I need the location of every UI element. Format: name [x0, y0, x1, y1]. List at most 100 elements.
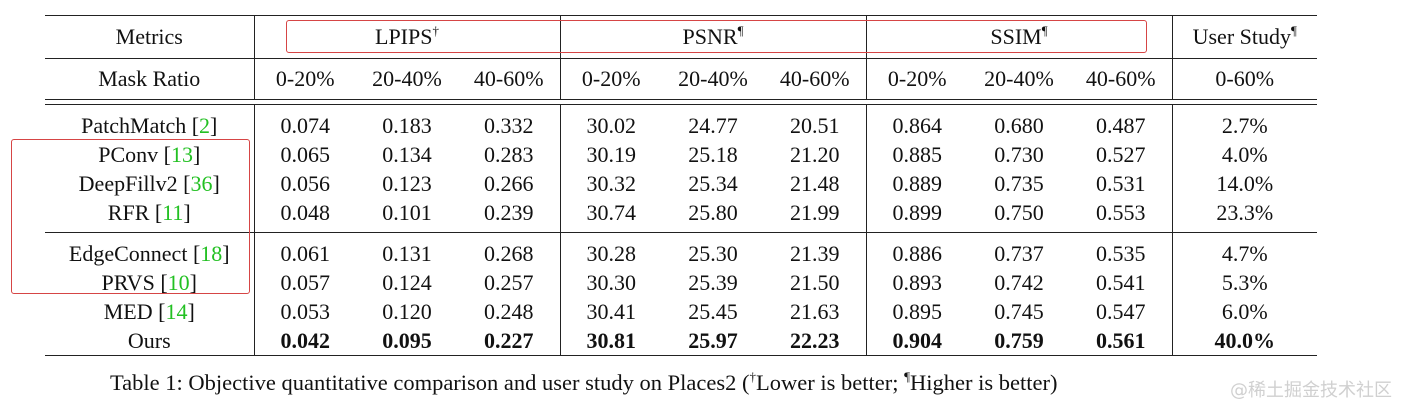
table-row: PRVS [10] 0.057 0.124 0.257 30.30 25.39 …: [45, 268, 1317, 297]
method-name: DeepFillv2 [36]: [45, 169, 255, 198]
value-cell: 0.759: [968, 326, 1070, 356]
citation-link[interactable]: 13: [170, 141, 193, 167]
value-cell: 6.0%: [1221, 298, 1268, 324]
header-row-mask-ratio: Mask Ratio 0-20% 20-40% 40-60% 0-20% 20-…: [45, 58, 1317, 100]
value-cell: 30.32: [586, 170, 637, 196]
value-cell: 25.97: [662, 326, 764, 356]
user-study-header: User Study¶: [1192, 23, 1297, 49]
method-name: EdgeConnect [18]: [45, 239, 255, 268]
value-cell: 0.535: [1070, 239, 1173, 268]
results-table: Metrics LPIPS† PSNR¶ SSIM¶ User Study¶ M…: [45, 15, 1317, 356]
ratio-cell: 20-40%: [984, 66, 1054, 91]
method-name: PConv [13]: [45, 140, 255, 169]
value-cell: 0.531: [1070, 169, 1173, 198]
metrics-header: Metrics: [45, 15, 255, 59]
table-row-ours: Ours 0.042 0.095 0.227 30.81 25.97 22.23…: [45, 326, 1317, 356]
value-cell: 0.131: [382, 240, 432, 266]
value-cell: 25.34: [688, 170, 738, 196]
table-row: PConv [13] 0.065 0.134 0.283 30.19 25.18…: [45, 140, 1317, 169]
value-cell: 0.248: [458, 297, 561, 326]
citation-link[interactable]: 11: [162, 199, 184, 225]
value-cell: 20.51: [764, 111, 867, 140]
value-cell: 0.257: [458, 268, 561, 297]
value-cell: 24.77: [688, 112, 738, 138]
value-cell: 4.0%: [1221, 141, 1268, 167]
citation-link[interactable]: 10: [167, 269, 190, 295]
citation-link[interactable]: 14: [165, 298, 188, 324]
value-cell: 25.18: [688, 141, 738, 167]
value-cell: 21.39: [764, 239, 867, 268]
value-cell: 0.745: [994, 298, 1044, 324]
table-row: PatchMatch [2] 0.074 0.183 0.332 30.02 2…: [45, 111, 1317, 140]
value-cell: 0.889: [892, 170, 943, 196]
value-cell: 0.735: [994, 170, 1044, 196]
value-cell: 25.45: [688, 298, 738, 324]
ratio-cell: 20-40%: [372, 66, 442, 91]
value-cell: 21.63: [764, 297, 867, 326]
lpips-header: LPIPS†: [254, 15, 561, 59]
method-name: RFR [11]: [45, 198, 255, 227]
value-cell: 0.048: [280, 199, 331, 225]
value-cell: 30.74: [586, 199, 637, 225]
value-cell: 0.332: [458, 111, 561, 140]
value-cell: 30.28: [586, 240, 637, 266]
ratio-cell: 40-60%: [764, 58, 867, 100]
value-cell: 25.39: [688, 269, 738, 295]
table-row: DeepFillv2 [36] 0.056 0.123 0.266 30.32 …: [45, 169, 1317, 198]
value-cell: 0.547: [1070, 297, 1173, 326]
value-cell: 0.266: [458, 169, 561, 198]
value-cell: 0.893: [892, 269, 943, 295]
value-cell: 0.065: [280, 141, 331, 167]
value-cell: 4.7%: [1221, 240, 1268, 266]
value-cell: 21.48: [764, 169, 867, 198]
ratio-cell: 40-60%: [458, 58, 561, 100]
psnr-header: PSNR¶: [560, 15, 867, 59]
value-cell: 0.227: [458, 326, 561, 356]
value-cell: 0.750: [994, 199, 1044, 225]
method-name: PatchMatch [2]: [45, 111, 255, 140]
mask-ratio-header: Mask Ratio: [45, 58, 255, 100]
value-cell: 22.23: [764, 326, 867, 356]
value-cell: 0.283: [458, 140, 561, 169]
value-cell: 0.885: [892, 141, 943, 167]
ratio-cell: 20-40%: [678, 66, 748, 91]
ratio-cell: 0-20%: [581, 66, 641, 91]
value-cell: 0.527: [1070, 140, 1173, 169]
value-cell: 0.101: [382, 199, 432, 225]
table-row: MED [14] 0.053 0.120 0.248 30.41 25.45 2…: [45, 297, 1317, 326]
value-cell: 0.134: [382, 141, 432, 167]
ratio-cell: 0-20%: [275, 66, 335, 91]
value-cell: 30.41: [586, 298, 637, 324]
citation-link[interactable]: 2: [199, 112, 211, 138]
table-row: RFR [11] 0.048 0.101 0.239 30.74 25.80 2…: [45, 198, 1317, 227]
value-cell: 0.183: [382, 112, 432, 138]
value-cell: 0.239: [458, 198, 561, 227]
value-cell: 0.553: [1070, 198, 1173, 227]
value-cell: 0.864: [892, 112, 943, 138]
ssim-header: SSIM¶: [866, 15, 1173, 59]
value-cell: 30.81: [560, 326, 662, 356]
value-cell: 0.268: [458, 239, 561, 268]
value-cell: 0.742: [994, 269, 1044, 295]
ratio-cell: 0-20%: [887, 66, 947, 91]
value-cell: 0.053: [280, 298, 331, 324]
header-row-metrics: Metrics LPIPS† PSNR¶ SSIM¶ User Study¶: [45, 15, 1317, 59]
ratio-cell: 0-60%: [1215, 66, 1275, 91]
value-cell: 0.120: [382, 298, 432, 324]
ratio-cell: 40-60%: [1070, 58, 1173, 100]
value-cell: 0.899: [892, 199, 943, 225]
value-cell: 21.99: [764, 198, 867, 227]
citation-link[interactable]: 18: [200, 240, 223, 266]
value-cell: 23.3%: [1216, 199, 1274, 225]
double-rule: [45, 99, 1317, 105]
value-cell: 2.7%: [1221, 112, 1268, 138]
value-cell: 0.123: [382, 170, 432, 196]
citation-link[interactable]: 36: [190, 170, 213, 196]
value-cell: 0.541: [1070, 268, 1173, 297]
value-cell: 0.042: [254, 326, 356, 356]
value-cell: 0.487: [1070, 111, 1173, 140]
value-cell: 0.056: [280, 170, 331, 196]
value-cell: 25.80: [688, 199, 738, 225]
value-cell: 0.095: [356, 326, 458, 356]
method-name: MED [14]: [45, 297, 255, 326]
